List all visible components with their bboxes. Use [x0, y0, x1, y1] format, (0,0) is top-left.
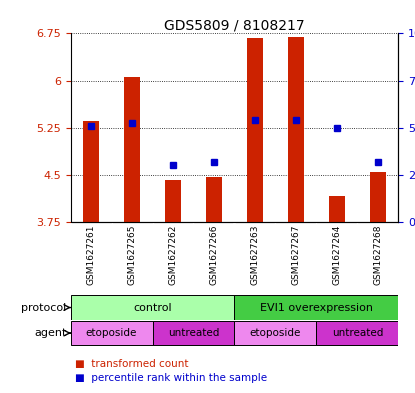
Text: GSM1627267: GSM1627267 [291, 224, 300, 285]
Bar [329, 196, 345, 222]
Bar [234, 321, 316, 345]
Bar [316, 321, 398, 345]
Bar [71, 295, 234, 320]
Text: control: control [133, 303, 172, 312]
Text: GSM1627268: GSM1627268 [374, 224, 382, 285]
Text: agent: agent [34, 328, 66, 338]
Bar [124, 77, 140, 222]
Bar [206, 177, 222, 222]
Title: GDS5809 / 8108217: GDS5809 / 8108217 [164, 18, 305, 32]
Text: etoposide: etoposide [250, 328, 301, 338]
Text: untreated: untreated [168, 328, 219, 338]
Text: GSM1627263: GSM1627263 [251, 224, 259, 285]
Text: untreated: untreated [332, 328, 383, 338]
Bar [153, 321, 234, 345]
Text: etoposide: etoposide [86, 328, 137, 338]
Text: GSM1627266: GSM1627266 [210, 224, 218, 285]
Text: ■  percentile rank within the sample: ■ percentile rank within the sample [75, 373, 267, 383]
Bar [370, 172, 386, 222]
Bar [288, 37, 304, 222]
Text: GSM1627265: GSM1627265 [127, 224, 137, 285]
Bar [71, 321, 153, 345]
Bar [247, 38, 263, 222]
Bar [83, 121, 99, 222]
Text: EVI1 overexpression: EVI1 overexpression [260, 303, 373, 312]
Bar [165, 180, 181, 222]
Text: GSM1627261: GSM1627261 [87, 224, 95, 285]
Text: GSM1627264: GSM1627264 [332, 224, 342, 285]
Bar [234, 295, 398, 320]
Text: GSM1627262: GSM1627262 [168, 224, 178, 285]
Text: ■  transformed count: ■ transformed count [75, 358, 188, 369]
Text: protocol: protocol [21, 303, 66, 312]
